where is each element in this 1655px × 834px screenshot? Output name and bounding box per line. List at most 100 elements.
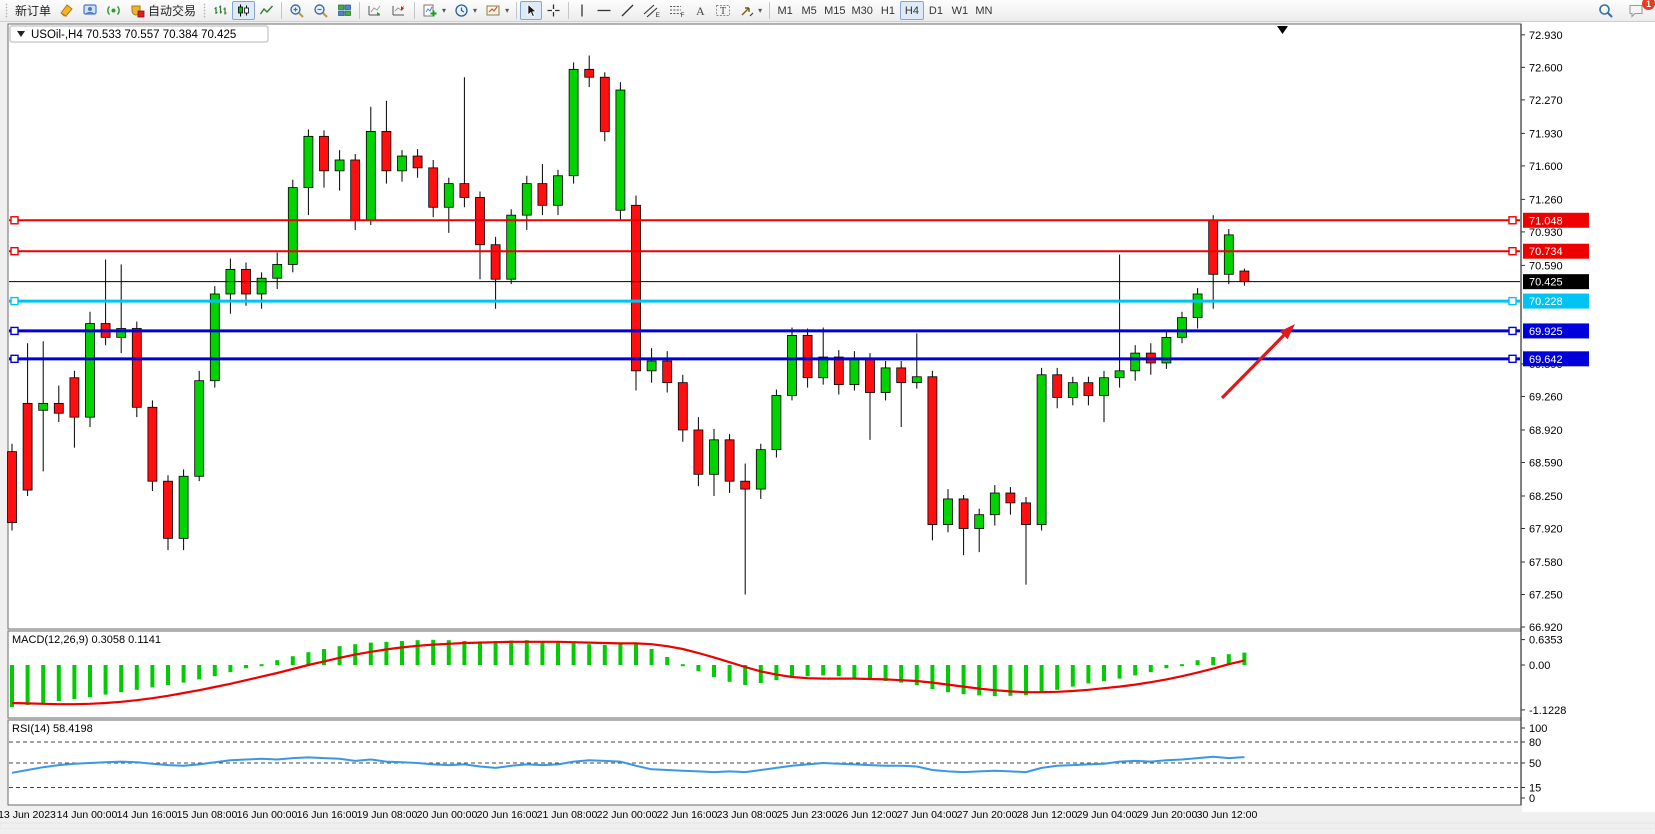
macd-histogram-bar [852,665,857,678]
toolbar-separator [516,2,518,19]
chart-shift-button[interactable] [387,1,411,20]
candle-body [319,135,329,172]
crosshair-tool-button[interactable] [542,1,565,20]
candle-body [880,367,891,393]
macd-histogram-bar [1226,654,1231,665]
timeframe-button-h4[interactable]: H4 [899,1,924,20]
candle-body [1021,502,1031,525]
chart-shift-marker[interactable] [1277,26,1288,34]
timeframe-button-w1[interactable]: W1 [948,1,972,20]
search-icon [1599,3,1613,18]
candle-body [1208,219,1219,275]
macd-histogram-bar [1086,665,1091,684]
timeframe-button-h1[interactable]: H1 [876,1,900,20]
macd-signal-line [11,640,1245,706]
horizontal-line-tool-button[interactable] [592,1,616,20]
candlestick-mode-button[interactable] [232,1,256,20]
macd-histogram-bar [680,664,685,667]
timeframe-label: M5 [801,4,817,17]
hline-drag-marker[interactable] [1508,326,1517,336]
chart-window[interactable]: 72.930 72.600 72.270 71.930 71.600 71.260 70.9… [0,22,1655,834]
candle-body [334,159,345,172]
hline-drag-marker[interactable] [10,326,19,336]
trendline-tool-button[interactable] [616,1,639,20]
macd-histogram-bar [914,665,919,685]
macd-histogram-bar [587,644,592,665]
metaeditor-button[interactable] [55,1,78,20]
hline-drag-marker[interactable] [1508,354,1517,364]
zoom-in-button[interactable] [285,1,309,20]
zoom-out-icon [314,3,328,18]
channel-tool-button[interactable]: E [639,1,664,20]
new-order-button[interactable]: 新订单 [11,1,55,20]
timeframe-label: M1 [777,4,793,17]
indicators-button[interactable]: ▾ [418,1,450,20]
line-chart-mode-button[interactable] [255,1,278,20]
community-button[interactable] [78,1,102,20]
price-tick-label: 67.580 [1529,557,1563,569]
candle-body [412,155,423,169]
equidistant-channel-icon: E [643,4,660,18]
timeframe-label: H4 [904,4,919,17]
macd-histogram-bar [727,665,732,682]
price-label-text: 70.734 [1529,246,1563,258]
dropdown-caret: ▾ [473,6,478,15]
hline-drag-marker[interactable] [1508,296,1517,306]
bar-chart-mode-button[interactable] [209,1,232,20]
candle-body [116,328,127,338]
candle-body [303,135,314,188]
notifications-button[interactable]: 1 [1624,0,1655,20]
toolbar-right-group: 1 [1594,0,1655,20]
timeframe-button-m15[interactable]: M15 [821,1,848,20]
macd-histogram-bar [1117,665,1122,679]
tile-windows-button[interactable] [333,1,356,20]
hline-drag-marker[interactable] [1508,247,1517,256]
macd-histogram-bar [384,641,389,665]
time-axis[interactable]: 13 Jun 2023 14 Jun 00:00 14 Jun 16:00 15 Ju… [0,809,1258,821]
text-tool-button[interactable]: A [689,1,711,20]
hline-drag-marker[interactable] [1508,216,1517,225]
candle-body [131,328,142,408]
candle-body [53,402,64,414]
macd-histogram-bar [540,641,545,665]
shapes-tool-button[interactable]: ▾ [735,1,766,20]
text-label-tool-button[interactable]: T [711,1,735,20]
hline-drag-marker[interactable] [10,296,19,306]
one-click-trading-toggle-icon[interactable] [17,31,25,37]
candle-body [1099,377,1109,396]
timeframe-button-mn[interactable]: MN [972,1,996,20]
tile-windows-icon [338,4,351,16]
signals-button[interactable] [102,1,125,20]
search-button[interactable] [1594,1,1618,20]
macd-histogram-bar [899,665,904,683]
chart-canvas[interactable]: 72.930 72.600 72.270 71.930 71.600 71.260 70.9… [0,22,1655,830]
candle-body [85,323,95,418]
zoom-out-button[interactable] [309,1,333,20]
macd-histogram-bar [805,665,810,677]
price-tick-label: 68.250 [1529,491,1563,503]
macd-histogram-bar [493,641,498,665]
hline-drag-marker[interactable] [10,354,19,364]
autotrading-label: 自动交易 [148,4,197,18]
vertical-line-tool-button[interactable] [572,1,592,20]
periods-button[interactable]: ▾ [450,1,481,20]
timeframe-button-d1[interactable]: D1 [924,1,948,20]
hline-drag-marker[interactable] [10,216,19,225]
timeframe-button-m30[interactable]: M30 [849,1,876,20]
arrow-annotation[interactable] [1220,324,1295,400]
toolbar-grip [202,2,208,19]
time-axis-label: 20 Jun 16:00 [477,809,538,821]
macd-histogram-bar [72,665,77,699]
autotrading-button[interactable]: 自动交易 [125,1,200,20]
fibonacci-tool-button[interactable]: F [664,1,689,20]
hline-drag-marker[interactable] [10,247,19,256]
auto-scroll-button[interactable] [363,1,387,20]
templates-button[interactable]: ▾ [481,1,513,20]
timeframe-button-m1[interactable]: M1 [773,1,797,20]
toolbar-separator [281,2,283,19]
cursor-tool-button[interactable] [520,1,543,20]
macd-histogram-bar [88,665,92,697]
auto-scroll-icon [368,5,381,16]
candle-body [1161,336,1172,364]
timeframe-button-m5[interactable]: M5 [797,1,821,20]
